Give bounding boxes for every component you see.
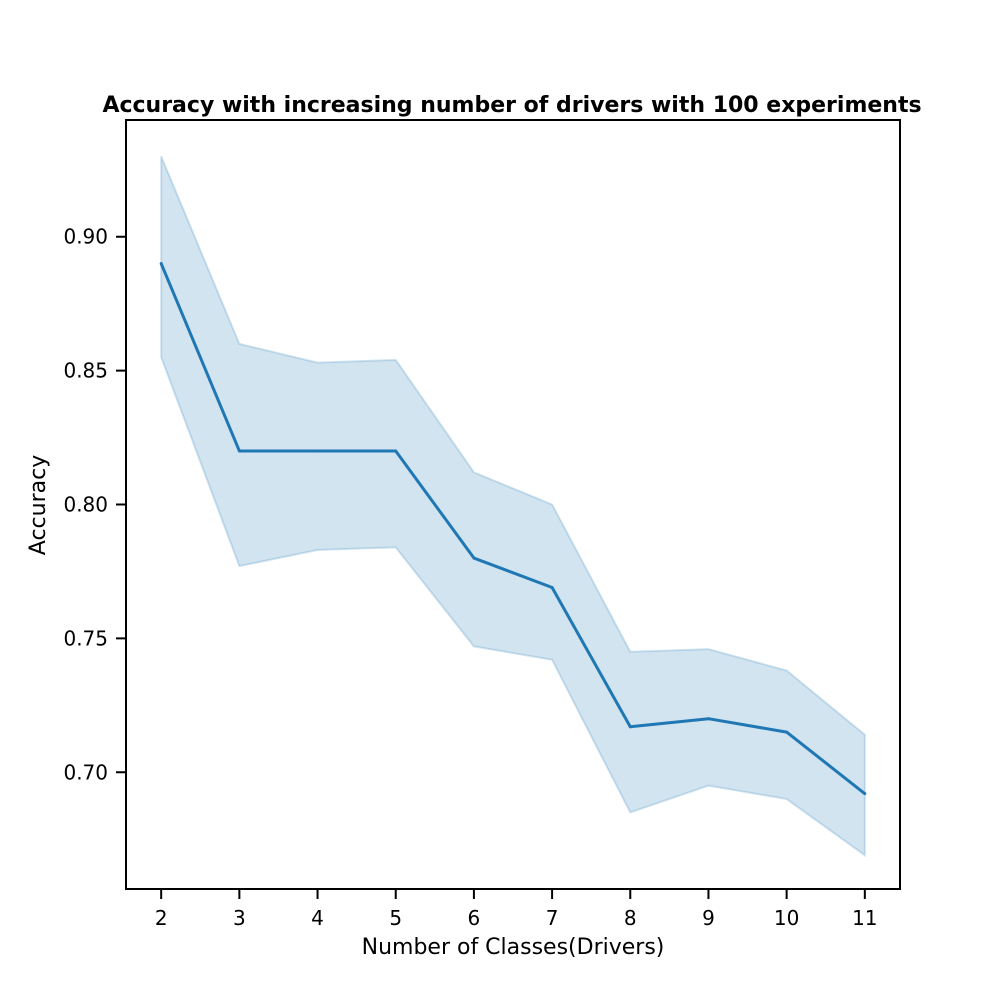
data-point	[628, 725, 632, 729]
y-tick-label: 0.85	[63, 359, 108, 383]
y-tick-label: 0.70	[63, 760, 108, 784]
series-line	[159, 262, 866, 795]
data-point	[159, 262, 163, 266]
x-tick-label: 9	[702, 906, 715, 930]
y-tick-label: 0.80	[63, 493, 108, 517]
y-tick-label: 0.75	[63, 626, 108, 650]
data-point	[550, 586, 554, 590]
data-point	[706, 717, 710, 721]
x-tick-label: 5	[389, 906, 402, 930]
x-tick-label: 10	[774, 906, 799, 930]
x-axis-label: Number of Classes(Drivers)	[362, 935, 665, 960]
data-point	[237, 449, 241, 453]
data-point	[472, 556, 476, 560]
x-tick-label: 11	[852, 906, 877, 930]
data-point	[316, 449, 320, 453]
chart-title: Accuracy with increasing number of drive…	[102, 93, 921, 118]
x-tick-label: 8	[624, 906, 637, 930]
data-point	[785, 730, 789, 734]
plot-area	[159, 156, 867, 858]
x-tick-label: 7	[546, 906, 559, 930]
x-tick-label: 6	[468, 906, 481, 930]
x-tick-label: 3	[233, 906, 246, 930]
confidence-band	[160, 156, 866, 858]
x-tick-label: 4	[311, 906, 324, 930]
data-point	[863, 792, 867, 796]
y-tick-label: 0.90	[63, 225, 108, 249]
x-tick-label: 2	[155, 906, 168, 930]
data-point	[394, 449, 398, 453]
axes-ticks: 2 3 4 5 6 7 8 9 10 11 0.70 0.75 0.80 0.85 0.90	[63, 225, 877, 930]
y-axis-label: Accuracy	[26, 455, 51, 555]
